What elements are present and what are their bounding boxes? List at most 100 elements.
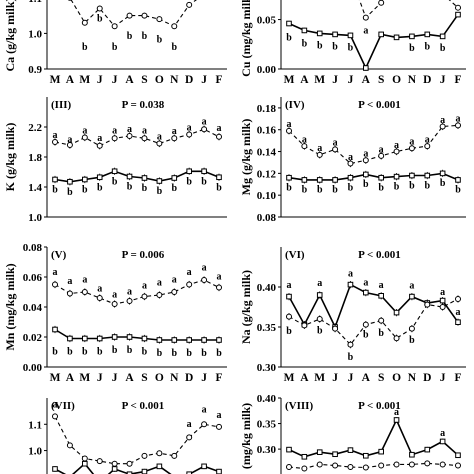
plot-area [52, 276, 222, 344]
significance-letter: b [409, 180, 415, 191]
data-point-circle [52, 413, 58, 420]
data-point-circle [171, 135, 178, 142]
data-point-square [439, 33, 446, 40]
significance-letter: a [187, 122, 192, 133]
significance-letter: b [127, 345, 133, 356]
significance-letter: b [112, 42, 118, 53]
data-point-circle [126, 298, 133, 304]
x-tick-label: J [348, 74, 354, 86]
significance-letter: b [157, 35, 163, 46]
data-point-square [347, 281, 354, 288]
data-point-square [363, 171, 369, 178]
data-point-square [186, 471, 192, 474]
significance-letter: b [409, 335, 415, 346]
data-point-circle [362, 14, 369, 21]
x-tick-label: N [408, 372, 417, 384]
chart-panel-k: 1.0 1.4 1.8 2.2 K (g/kg milk) (III) P = 0.038 a… [3, 97, 227, 224]
y-tick-label: 0.12 [257, 168, 277, 180]
significance-letter: b [157, 186, 163, 197]
data-point-circle [171, 23, 178, 30]
data-point-square [393, 417, 400, 423]
x-tick-label: J [348, 372, 354, 384]
y-tick-label: 0.18 [257, 103, 277, 115]
data-point-square [409, 172, 415, 179]
y-axis-label: K (g/kg milk) [3, 123, 17, 192]
significance-letter: b [317, 325, 323, 336]
x-tick-label: J [440, 74, 446, 86]
significance-letter: a [97, 133, 102, 144]
data-point-circle [439, 123, 446, 130]
data-point-circle [96, 295, 103, 301]
significance-letter: b [142, 31, 148, 42]
data-point-square [363, 452, 369, 459]
data-point-circle [362, 321, 369, 328]
x-tick-label: M [50, 372, 61, 384]
series-line-dashed [54, 128, 220, 147]
data-point-circle [201, 126, 208, 133]
y-axis-label: Cu (mg/kg milk) [239, 0, 253, 77]
data-point-square [393, 34, 400, 41]
significance-letter: a [317, 143, 322, 154]
significance-letter: b [363, 329, 369, 340]
x-tick-label: A [300, 372, 309, 384]
data-point-square [332, 451, 338, 458]
x-tick-label: J [97, 74, 103, 86]
data-point-circle [424, 143, 431, 150]
series-line-dashed [54, 279, 220, 305]
x-tick-label: D [185, 372, 193, 384]
data-point-circle [455, 4, 461, 11]
significance-letter: b [348, 42, 354, 53]
plot-area [52, 125, 222, 186]
data-point-circle [455, 296, 461, 302]
data-point-square [363, 65, 369, 71]
data-point-square [378, 448, 384, 455]
data-point-square [409, 33, 415, 40]
data-point-square [186, 337, 192, 343]
x-tick-label: O [392, 372, 401, 384]
data-point-circle [126, 12, 133, 19]
x-tick-label: D [423, 74, 431, 86]
x-tick-label: F [454, 74, 461, 86]
significance-letter: b [82, 42, 88, 53]
significance-letter: a [333, 138, 338, 149]
data-point-circle [332, 462, 339, 469]
data-point-circle [126, 460, 133, 467]
data-point-circle [216, 133, 222, 140]
x-tick-label: S [141, 74, 147, 86]
data-point-circle [216, 423, 222, 430]
significance-letter: a [217, 410, 222, 421]
data-point-square [126, 334, 133, 340]
significance-letter: a [217, 272, 222, 283]
x-tick-label: S [141, 372, 147, 384]
y-tick-label: 0.06 [23, 272, 43, 284]
data-point-circle [393, 335, 400, 342]
y-tick-label: 0.08 [23, 242, 43, 254]
significance-letter: b [286, 326, 292, 337]
significance-letter: b [455, 185, 461, 196]
series-line-solid [288, 172, 459, 181]
data-point-circle [378, 0, 385, 6]
x-tick-label: J [112, 372, 118, 384]
y-tick-label: 0.04 [23, 302, 43, 314]
plot-area [286, 121, 461, 184]
significance-letter: a [97, 284, 102, 295]
data-point-square [52, 326, 58, 333]
y-axis-label: (mg/kg milk) [239, 403, 253, 469]
data-point-circle [286, 127, 292, 134]
panel-label: (III) [51, 99, 72, 111]
significance-letter: a [112, 125, 117, 136]
data-point-circle [52, 139, 58, 145]
data-point-square [96, 335, 103, 342]
significance-letter: a [440, 115, 445, 126]
data-point-square [455, 452, 461, 459]
data-point-circle [66, 442, 73, 449]
data-point-square [301, 27, 308, 34]
significance-letter: b [332, 185, 338, 196]
data-point-circle [81, 289, 88, 295]
data-point-circle [378, 462, 385, 469]
y-tick-label: 1.0 [28, 446, 42, 458]
data-point-square [67, 178, 73, 185]
series-line-solid [54, 170, 220, 183]
data-point-circle [301, 143, 308, 150]
data-point-circle [347, 464, 354, 470]
